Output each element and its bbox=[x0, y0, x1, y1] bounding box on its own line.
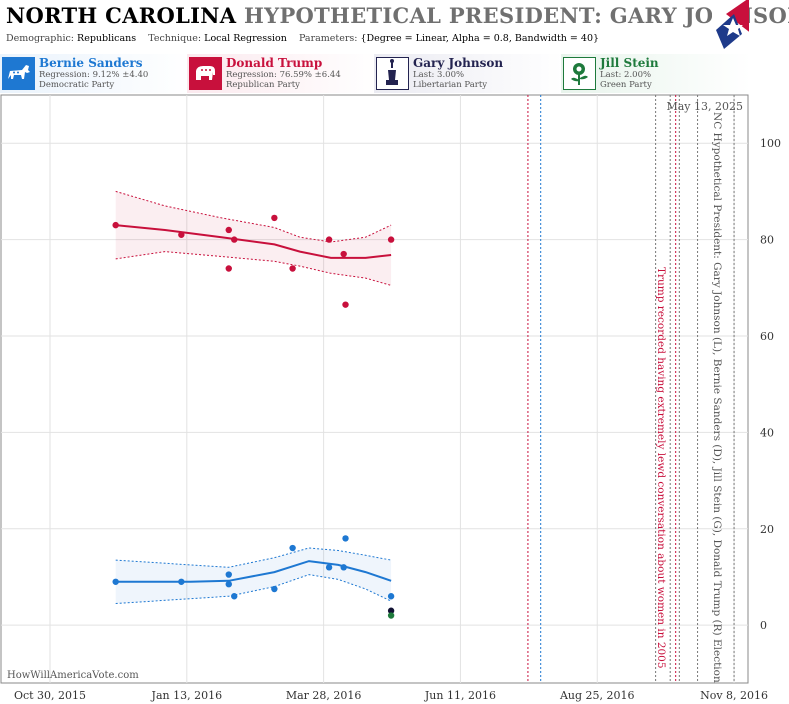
chart-date: May 13, 2025 bbox=[666, 100, 743, 113]
poll-point bbox=[225, 571, 232, 578]
poll-point bbox=[325, 236, 333, 243]
candidate-name: Donald Trump bbox=[226, 56, 323, 70]
poll-points bbox=[112, 214, 395, 619]
y-tick-label: 40 bbox=[760, 426, 774, 439]
statue-of-liberty-icon bbox=[376, 57, 409, 90]
parameters-value: {Degree = Linear, Alpha = 0.8, Bandwidth… bbox=[360, 33, 600, 44]
x-tick-label: Nov 8, 2016 bbox=[700, 689, 768, 702]
candidate-party: Green Party bbox=[600, 80, 652, 90]
x-tick-label: Jun 11, 2016 bbox=[424, 689, 496, 702]
plot-area bbox=[0, 94, 749, 684]
poll-point bbox=[342, 535, 349, 542]
flower-icon bbox=[563, 57, 596, 90]
title-subject: HYPOTHETICAL PRESIDENT: GARY JOHNSON bbox=[244, 3, 789, 28]
event-lines bbox=[527, 95, 735, 683]
poll-point bbox=[225, 226, 232, 234]
y-tick-label: 80 bbox=[760, 234, 774, 247]
x-tick-label: Jan 13, 2016 bbox=[151, 689, 223, 702]
technique-value: Local Regression bbox=[204, 33, 287, 44]
y-tick-label: 20 bbox=[760, 523, 774, 536]
poll-chart: 0 20 40 60 80 100 Oct 30, 2015 Jan 13, 2016 Mar… bbox=[0, 94, 781, 702]
poll-point bbox=[342, 301, 349, 308]
poll-point bbox=[112, 578, 119, 585]
poll-point bbox=[340, 564, 347, 571]
candidate-name: Jill Stein bbox=[600, 56, 659, 70]
x-tick-label: Mar 28, 2016 bbox=[286, 689, 362, 702]
poll-point bbox=[387, 593, 395, 600]
donkey-icon bbox=[2, 57, 35, 90]
y-tick-label: 60 bbox=[760, 330, 774, 343]
candidate-card-trump[interactable]: Donald Trump Regression: 76.59% ±6.44 Re… bbox=[187, 54, 377, 93]
side-label: NC Hypothetical President: Gary Johnson … bbox=[711, 112, 723, 683]
poll-point bbox=[289, 265, 296, 272]
parameters-label: Parameters: bbox=[298, 33, 358, 44]
candidate-party: Libertarian Party bbox=[413, 80, 488, 90]
candidate-name: Gary Johnson bbox=[413, 56, 504, 70]
poll-point bbox=[271, 214, 278, 222]
poll-point bbox=[325, 564, 333, 571]
candidate-party: Republican Party bbox=[226, 80, 300, 90]
event-annotation: Trump recorded having extremely lewd con… bbox=[655, 267, 667, 669]
flag-logo-icon bbox=[712, 0, 749, 49]
demographic-label: Demographic: bbox=[6, 33, 75, 44]
poll-point bbox=[225, 580, 232, 588]
candidate-stat: Regression: 9.12% ±4.40 bbox=[39, 70, 149, 80]
poll-point bbox=[271, 585, 278, 593]
poll-point bbox=[387, 607, 395, 614]
candidate-legend: Bernie Sanders Regression: 9.12% ±4.40 D… bbox=[0, 54, 789, 93]
poll-point bbox=[231, 236, 238, 243]
candidate-card-johnson[interactable]: Gary Johnson Last: 3.00% Libertarian Par… bbox=[374, 54, 564, 93]
x-tick-label: Aug 25, 2016 bbox=[559, 689, 635, 702]
regression-line bbox=[115, 560, 392, 583]
poll-point bbox=[178, 578, 185, 585]
poll-point bbox=[387, 612, 395, 619]
demographic-value: Republicans bbox=[77, 33, 137, 44]
x-axis-ticks: Oct 30, 2015 Jan 13, 2016 Mar 28, 2016 Jun … bbox=[14, 689, 768, 702]
poll-point bbox=[289, 544, 296, 552]
regression-line bbox=[115, 224, 392, 259]
poll-point bbox=[387, 236, 395, 243]
confidence-band bbox=[115, 191, 392, 286]
candidate-card-sanders[interactable]: Bernie Sanders Regression: 9.12% ±4.40 D… bbox=[0, 54, 190, 93]
poll-point bbox=[231, 593, 238, 600]
poll-point bbox=[178, 231, 185, 238]
poll-point bbox=[225, 265, 232, 272]
technique-label: Technique: bbox=[148, 33, 202, 44]
watermark: HowWillAmericaVote.com bbox=[7, 670, 139, 681]
y-tick-label: 100 bbox=[760, 137, 781, 150]
page-title: NORTH CAROLINA HYPOTHETICAL PRESIDENT: G… bbox=[6, 3, 789, 28]
elephant-icon bbox=[189, 57, 222, 90]
parameters-line: Demographic: Republicans Technique: Loca… bbox=[6, 33, 599, 44]
y-axis-ticks: 0 20 40 60 80 100 bbox=[760, 137, 781, 632]
regression-lines bbox=[115, 224, 392, 583]
candidate-stat: Last: 2.00% bbox=[600, 70, 652, 80]
candidate-party: Democratic Party bbox=[39, 80, 115, 90]
upper-bound-line bbox=[115, 190, 392, 243]
poll-point bbox=[340, 250, 347, 258]
y-tick-label: 0 bbox=[760, 619, 767, 632]
x-tick-label: Oct 30, 2015 bbox=[14, 689, 86, 702]
candidate-name: Bernie Sanders bbox=[39, 56, 143, 70]
title-state: NORTH CAROLINA bbox=[6, 3, 237, 28]
lower-bound-line bbox=[115, 251, 392, 286]
lower-bound-line bbox=[115, 574, 392, 604]
upper-bound-line bbox=[115, 547, 392, 568]
candidate-stat: Regression: 76.59% ±6.44 bbox=[226, 70, 341, 80]
poll-point bbox=[112, 221, 119, 229]
candidate-card-stein[interactable]: Jill Stein Last: 2.00% Green Party bbox=[561, 54, 751, 93]
candidate-stat: Last: 3.00% bbox=[413, 70, 465, 80]
